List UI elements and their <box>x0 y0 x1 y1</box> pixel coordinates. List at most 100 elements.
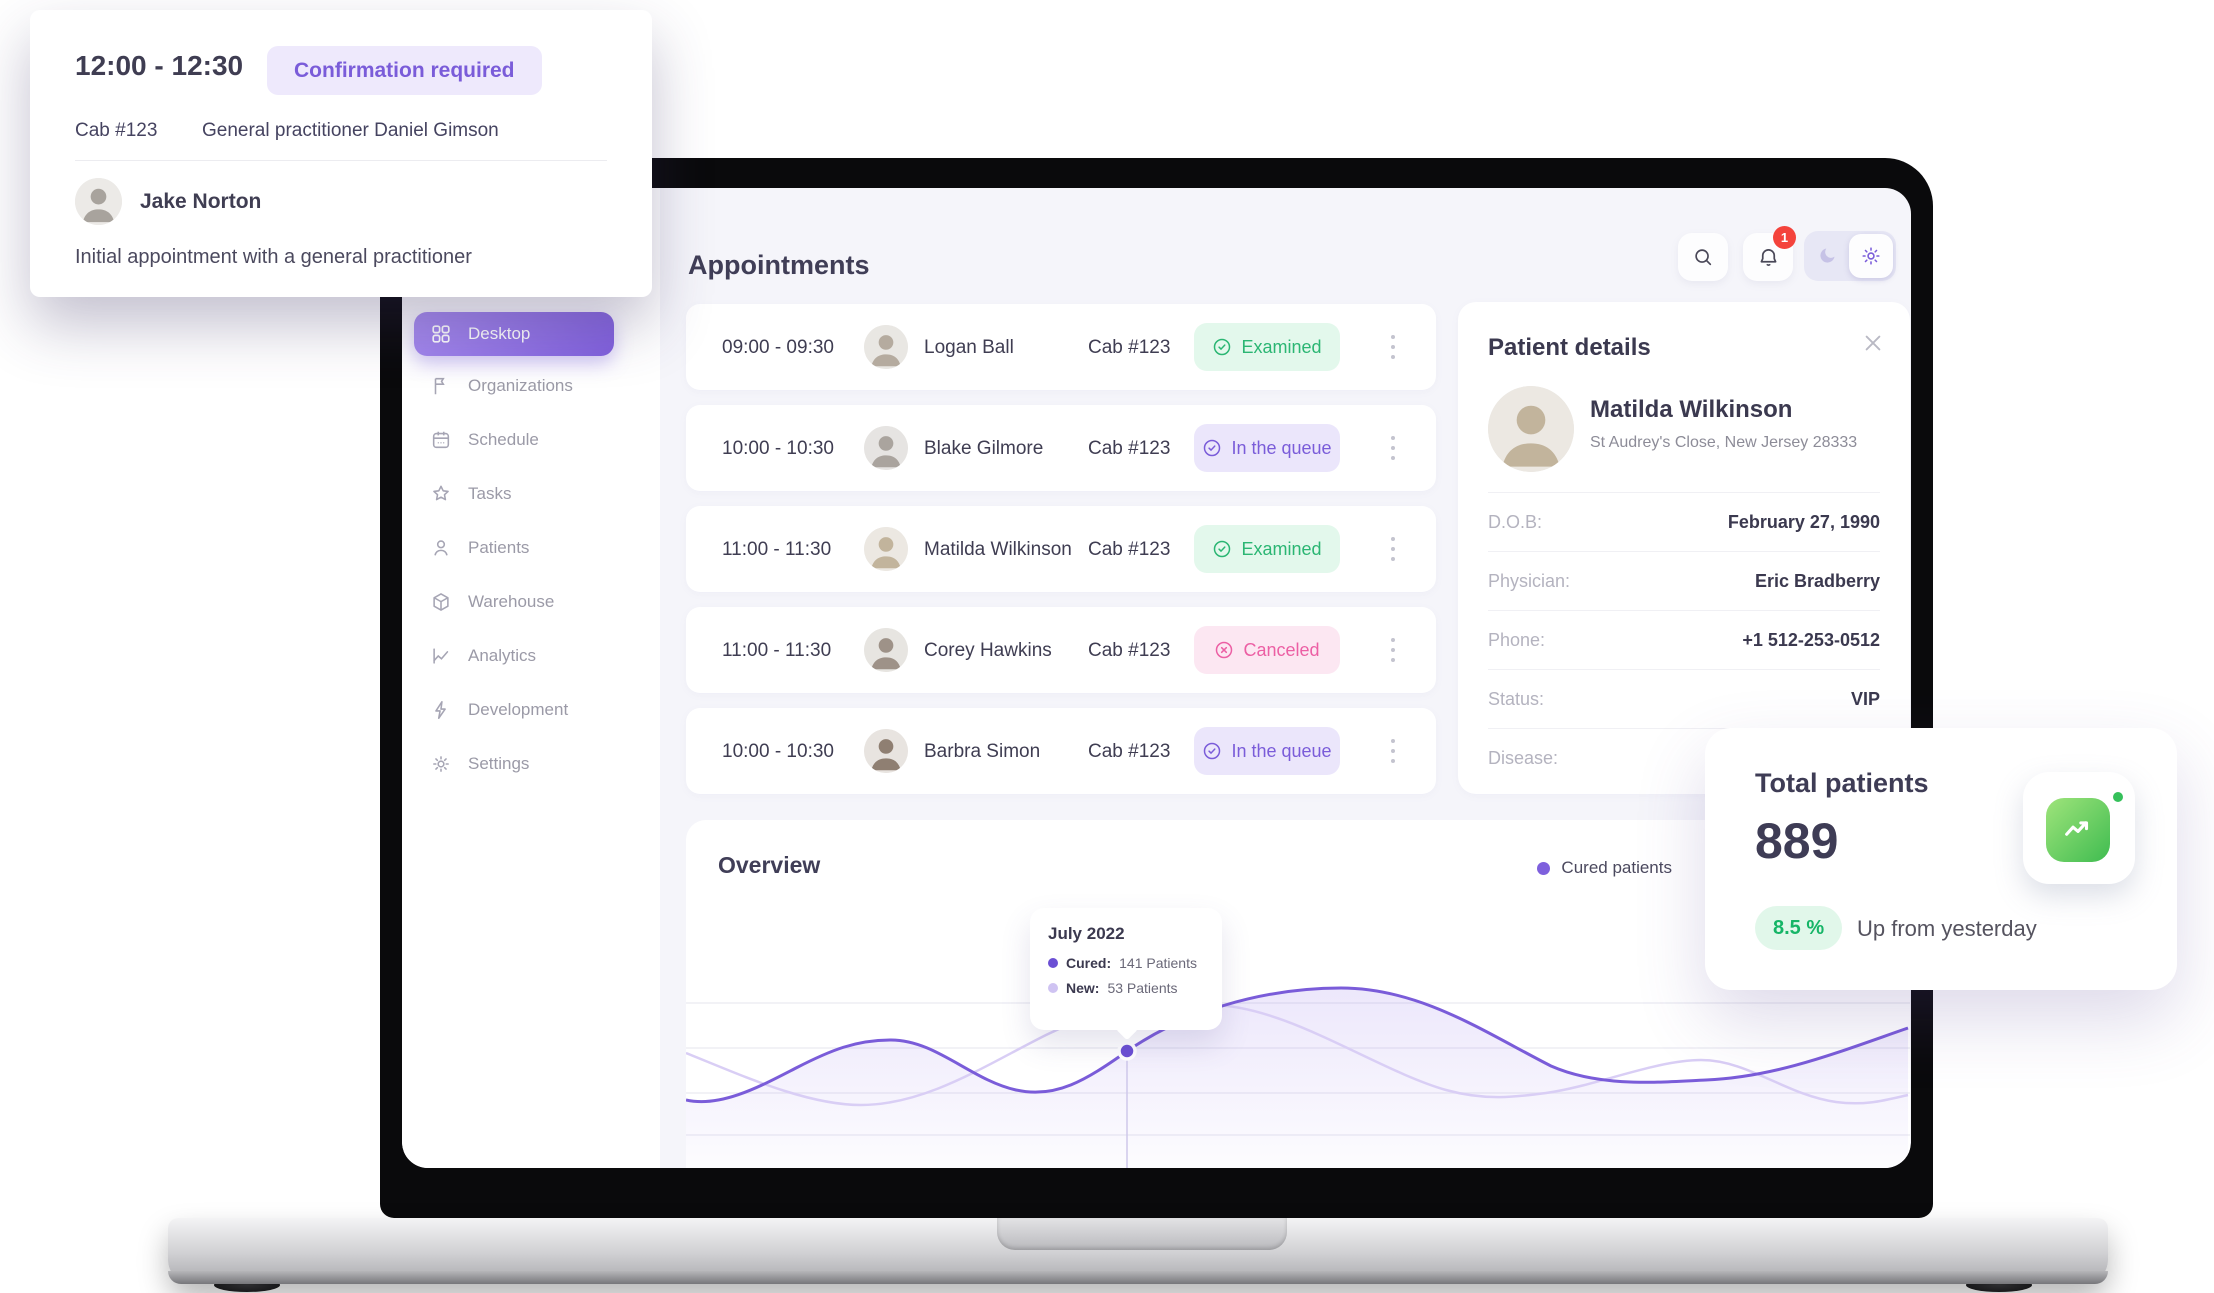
avatar <box>864 426 908 470</box>
lightning-icon <box>435 700 446 720</box>
cab-number: Cab #123 <box>1088 539 1171 560</box>
patient-name: Blake Gilmore <box>924 438 1044 459</box>
laptop-base <box>168 1218 2108 1284</box>
sidebar-item-label: Patients <box>468 538 530 557</box>
theme-toggle[interactable] <box>1804 231 1896 281</box>
calendar-icon <box>432 431 450 449</box>
sidebar-item-label: Warehouse <box>468 592 555 611</box>
field-label: D.O.B: <box>1488 511 1543 532</box>
bell-icon <box>1760 248 1776 266</box>
light-mode-option[interactable] <box>1849 234 1893 278</box>
field-value: Eric Bradberry <box>1754 570 1880 591</box>
field-row: Disease: <box>1488 728 1880 787</box>
appointment-row[interactable]: 11:00 - 11:30 Matilda Wilkinson Cab #123… <box>686 506 1436 592</box>
legend-label: Cured patients <box>1561 858 1672 877</box>
appointments-list: 09:00 - 09:30 Logan Ball Cab #123 Examin… <box>686 304 1436 809</box>
tooltip-new-row: New: 53 Patients <box>1048 980 1204 996</box>
close-icon <box>1865 335 1881 351</box>
delta-note: Up from yesterday <box>1857 916 2037 941</box>
panel-title: Patient details <box>1488 334 1651 361</box>
new-patients-line <box>686 1003 1909 1107</box>
app-screen: Desktop Organizations Schedule <box>402 188 1911 1168</box>
sidebar-item-label: Desktop <box>468 324 531 343</box>
field-label: Physician: <box>1488 570 1571 591</box>
package-icon <box>433 593 449 611</box>
divider <box>75 160 607 161</box>
appointment-time: 10:00 - 10:30 <box>722 741 834 762</box>
row-menu-button[interactable] <box>1384 434 1402 462</box>
appointment-row[interactable]: 11:00 - 11:30 Corey Hawkins Cab #123 Can… <box>686 607 1436 693</box>
laptop-base-notch <box>997 1218 1287 1250</box>
sidebar-item-desktop[interactable]: Desktop <box>414 312 614 356</box>
sidebar-item-schedule[interactable]: Schedule <box>414 418 614 462</box>
patient-address: St Audrey's Close, New Jersey 28333 <box>1590 434 1858 451</box>
cab-number: Cab #123 <box>1088 337 1171 358</box>
popup-patient-name: Jake Norton <box>140 190 262 213</box>
laptop-screen-bezel: Desktop Organizations Schedule <box>380 158 1933 1218</box>
chart-icon <box>433 648 449 664</box>
row-menu-button[interactable] <box>1384 737 1402 765</box>
sidebar-item-label: Analytics <box>468 646 537 665</box>
sidebar-item-tasks[interactable]: Tasks <box>414 472 614 516</box>
status-dot <box>2113 792 2123 802</box>
sidebar-item-settings[interactable]: Settings <box>414 742 614 786</box>
close-button[interactable] <box>1862 332 1884 354</box>
sidebar-item-warehouse[interactable]: Warehouse <box>414 580 614 624</box>
x-circle-icon <box>1216 641 1233 659</box>
row-menu-button[interactable] <box>1384 636 1402 664</box>
patient-avatar <box>1488 386 1574 472</box>
delta-badge: 8.5 % <box>1755 906 1843 950</box>
total-patients-title: Total patients <box>1755 768 1929 798</box>
field-row: Phone: +1 512-253-0512 <box>1488 610 1880 669</box>
patient-fields: D.O.B: February 27, 1990 Physician: Eric… <box>1488 492 1880 787</box>
patient-name: Matilda Wilkinson <box>924 539 1072 560</box>
legend-dot <box>1537 861 1551 875</box>
field-label: Disease: <box>1488 747 1559 768</box>
sidebar-item-patients[interactable]: Patients <box>414 526 614 570</box>
appointment-row[interactable]: 09:00 - 09:30 Logan Ball Cab #123 Examin… <box>686 304 1436 390</box>
sidebar-item-label: Organizations <box>468 376 573 395</box>
appointment-row[interactable]: 10:00 - 10:30 Barbra Simon Cab #123 In t… <box>686 708 1436 794</box>
confirmation-badge: Confirmation required <box>267 46 542 95</box>
avatar <box>864 628 908 672</box>
field-row: Status: VIP <box>1488 669 1880 728</box>
flag-icon <box>434 377 445 395</box>
row-menu-button[interactable] <box>1384 333 1402 361</box>
cured-dot <box>1048 958 1058 968</box>
popup-note: Initial appointment with a general pract… <box>75 246 472 268</box>
patient-name: Logan Ball <box>924 337 1014 358</box>
tooltip-month: July 2022 <box>1048 924 1125 943</box>
sidebar-item-analytics[interactable]: Analytics <box>414 634 614 678</box>
moon-icon <box>1820 248 1835 263</box>
field-label: Phone: <box>1488 629 1546 650</box>
cab-number: Cab #123 <box>1088 640 1171 661</box>
appointment-row[interactable]: 10:00 - 10:30 Blake Gilmore Cab #123 In … <box>686 405 1436 491</box>
cab-number: Cab #123 <box>1088 438 1171 459</box>
avatar <box>864 325 908 369</box>
avatar <box>864 527 908 571</box>
status-badge: In the queue <box>1194 727 1340 775</box>
sidebar-item-label: Settings <box>468 754 530 773</box>
field-row: Physician: Eric Bradberry <box>1488 551 1880 610</box>
sidebar-item-development[interactable]: Development <box>414 688 614 732</box>
popup-avatar <box>75 178 122 225</box>
sidebar-item-label: Schedule <box>468 430 539 449</box>
new-dot <box>1048 983 1058 993</box>
grid-icon <box>432 325 450 343</box>
status-badge: Canceled <box>1194 626 1340 674</box>
sidebar-item-organizations[interactable]: Organizations <box>414 364 614 408</box>
search-button[interactable] <box>1678 233 1728 281</box>
sidebar-item-label: Tasks <box>468 484 512 503</box>
trend-icon-container <box>2023 772 2135 884</box>
field-row: D.O.B: February 27, 1990 <box>1488 492 1880 551</box>
total-patients-value: 889 <box>1755 813 1839 869</box>
appointment-time: 09:00 - 09:30 <box>722 337 834 358</box>
row-menu-button[interactable] <box>1384 535 1402 563</box>
star-icon <box>433 485 449 501</box>
notifications-button[interactable]: 1 <box>1743 226 1796 281</box>
dark-mode-option[interactable] <box>1804 231 1849 281</box>
patient-details-panel: Patient details Matilda Wilkinson St Aud… <box>1458 302 1910 794</box>
appointment-popup: 12:00 - 12:30 Confirmation required Cab … <box>30 10 652 297</box>
status-badge: Examined <box>1194 525 1340 573</box>
check-circle-icon <box>1204 439 1221 457</box>
